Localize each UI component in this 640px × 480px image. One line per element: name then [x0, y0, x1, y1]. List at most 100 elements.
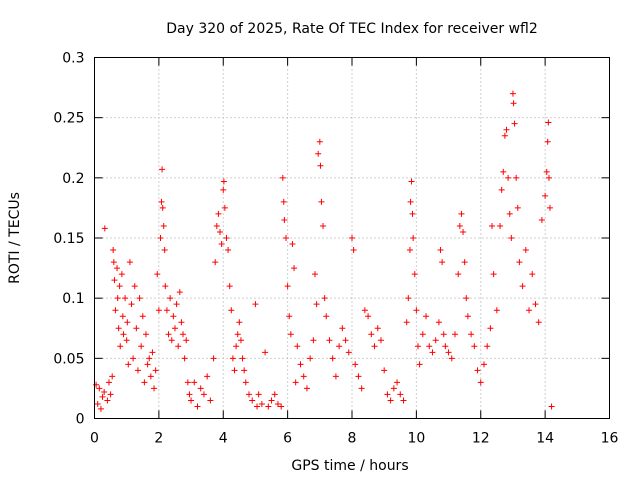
- data-point: [280, 198, 287, 205]
- data-point: [292, 379, 299, 386]
- data-point: [200, 391, 207, 398]
- data-point: [128, 301, 135, 308]
- x-tick-label: 2: [154, 431, 163, 447]
- data-point: [355, 373, 362, 380]
- data-point: [437, 247, 444, 254]
- y-axis-label: ROTI / TECUs: [7, 192, 23, 284]
- x-tick-label: 0: [90, 431, 99, 447]
- data-point: [463, 295, 470, 302]
- data-point: [410, 235, 417, 241]
- data-point: [213, 222, 220, 229]
- data-point: [125, 361, 132, 368]
- data-point: [543, 168, 550, 175]
- data-point: [118, 271, 125, 278]
- data-point: [204, 373, 211, 380]
- data-point: [501, 132, 508, 139]
- data-point: [220, 186, 227, 193]
- data-point: [97, 405, 104, 412]
- data-point: [400, 397, 407, 404]
- data-point: [490, 271, 497, 278]
- data-point: [416, 361, 423, 368]
- y-tick-label: 0.2: [62, 171, 84, 187]
- data-point: [175, 343, 182, 350]
- data-point: [505, 174, 512, 181]
- data-point: [318, 198, 325, 205]
- data-point: [511, 120, 518, 127]
- data-point: [104, 397, 111, 404]
- data-point: [268, 397, 275, 404]
- data-point: [336, 343, 343, 350]
- data-point: [180, 331, 187, 338]
- data-point: [194, 403, 201, 410]
- data-point: [548, 403, 555, 410]
- data-point: [281, 216, 288, 223]
- data-point: [151, 385, 158, 392]
- data-point: [365, 313, 372, 320]
- data-point: [147, 373, 154, 380]
- data-point: [134, 367, 141, 374]
- data-point: [249, 397, 256, 404]
- data-point: [143, 331, 149, 338]
- data-point: [155, 307, 162, 314]
- data-point: [432, 337, 439, 344]
- y-tick-label: 0.25: [53, 111, 84, 127]
- data-point: [390, 385, 397, 392]
- data-point: [101, 225, 108, 232]
- data-point: [136, 295, 143, 302]
- data-point: [468, 331, 475, 338]
- data-point: [186, 391, 193, 398]
- data-point: [538, 216, 545, 223]
- data-point: [220, 178, 227, 185]
- data-point: [124, 319, 131, 326]
- data-point: [265, 403, 272, 410]
- data-point: [233, 343, 240, 350]
- data-point: [435, 319, 442, 326]
- data-point: [514, 204, 521, 211]
- data-point: [409, 210, 416, 217]
- data-point: [146, 355, 153, 362]
- data-point: [532, 301, 539, 308]
- y-tick-label: 0: [76, 412, 85, 428]
- data-point: [464, 313, 471, 320]
- data-point: [105, 379, 112, 386]
- data-point: [303, 385, 310, 392]
- data-point: [236, 319, 243, 326]
- data-point: [215, 210, 222, 217]
- x-tick-label: 6: [283, 431, 292, 447]
- data-point: [176, 289, 183, 296]
- data-point: [461, 259, 468, 266]
- data-point: [371, 343, 378, 350]
- data-point: [408, 178, 415, 185]
- data-point: [157, 235, 164, 241]
- data-point: [207, 397, 214, 404]
- data-point: [440, 331, 447, 338]
- data-point: [119, 313, 126, 320]
- data-point: [545, 119, 552, 126]
- data-point: [329, 355, 336, 362]
- x-tick-label: 12: [472, 431, 490, 447]
- data-point: [300, 373, 307, 380]
- data-point: [271, 391, 278, 398]
- data-point: [387, 397, 394, 404]
- y-tick-label: 0.15: [53, 231, 84, 247]
- data-point: [487, 325, 494, 332]
- data-point: [471, 343, 478, 350]
- data-point: [419, 331, 426, 338]
- data-point: [149, 349, 156, 356]
- data-point: [241, 367, 248, 374]
- data-point: [139, 313, 146, 320]
- data-point: [377, 337, 384, 344]
- data-point: [229, 355, 236, 362]
- data-point: [109, 373, 116, 380]
- data-point: [217, 228, 224, 235]
- data-point: [130, 355, 137, 362]
- data-point: [101, 389, 108, 396]
- data-point: [452, 331, 458, 338]
- data-point: [191, 379, 198, 386]
- data-point: [188, 397, 195, 404]
- data-point: [317, 162, 324, 169]
- data-point: [480, 361, 487, 368]
- data-point: [413, 307, 420, 314]
- data-point: [460, 228, 467, 235]
